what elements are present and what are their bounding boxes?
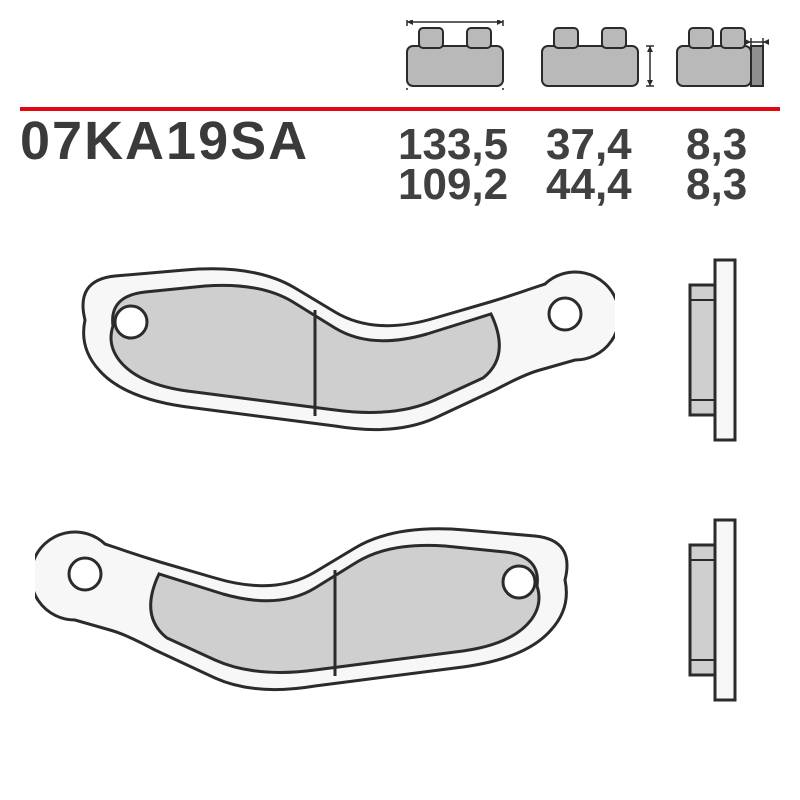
dim-b-2: 44,4 [546,160,686,210]
dim-c-2: 8,3 [686,160,776,210]
brake-pad-2-front [35,500,615,720]
spec-row-2: 109,2 44,4 8,3 [20,160,780,210]
brake-pad-1-side [660,255,770,445]
brake-pad-2-side [660,515,770,705]
brake-pad-1-front [35,240,615,460]
dim-a-2: 109,2 [398,160,546,210]
divider-line [20,98,780,102]
dimension-icons [395,20,775,90]
